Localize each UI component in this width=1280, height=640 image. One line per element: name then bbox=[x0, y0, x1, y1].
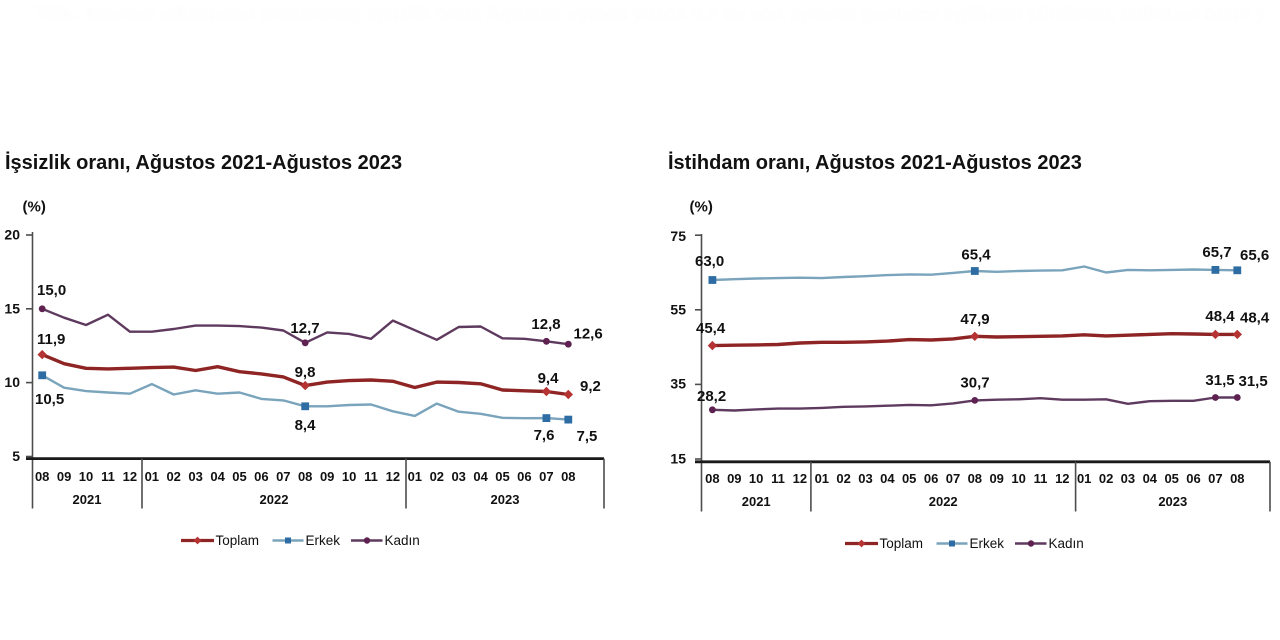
svg-text:11,9: 11,9 bbox=[37, 331, 65, 348]
svg-text:05: 05 bbox=[902, 471, 916, 486]
svg-text:02: 02 bbox=[166, 469, 180, 484]
svg-text:10: 10 bbox=[342, 469, 356, 484]
svg-text:31,5: 31,5 bbox=[1205, 372, 1234, 389]
svg-text:06: 06 bbox=[924, 471, 938, 486]
svg-text:2021: 2021 bbox=[73, 492, 102, 507]
svg-text:10: 10 bbox=[4, 374, 20, 390]
svg-text:30,7: 30,7 bbox=[960, 375, 989, 392]
svg-text:65,7: 65,7 bbox=[1202, 244, 1231, 261]
svg-text:12: 12 bbox=[1055, 471, 1069, 486]
svg-text:01: 01 bbox=[408, 469, 422, 484]
svg-text:10: 10 bbox=[79, 469, 93, 484]
svg-text:05: 05 bbox=[1164, 471, 1178, 486]
svg-text:9,4: 9,4 bbox=[538, 370, 560, 387]
svg-text:04: 04 bbox=[210, 469, 225, 484]
svg-text:08: 08 bbox=[1230, 471, 1244, 486]
svg-text:06: 06 bbox=[254, 469, 268, 484]
svg-text:09: 09 bbox=[989, 471, 1003, 486]
svg-text:9,8: 9,8 bbox=[295, 364, 316, 381]
svg-text:08: 08 bbox=[705, 471, 719, 486]
svg-text:2023: 2023 bbox=[1158, 494, 1187, 509]
svg-text:7,6: 7,6 bbox=[534, 427, 555, 444]
svg-text:04: 04 bbox=[1143, 471, 1158, 486]
svg-text:15,0: 15,0 bbox=[37, 282, 66, 299]
svg-text:03: 03 bbox=[188, 469, 202, 484]
svg-text:10,5: 10,5 bbox=[35, 391, 64, 408]
svg-text:5: 5 bbox=[12, 448, 20, 464]
svg-text:15: 15 bbox=[670, 451, 686, 467]
svg-text:2023: 2023 bbox=[491, 492, 520, 507]
svg-text:07: 07 bbox=[946, 471, 960, 486]
svg-text:2021: 2021 bbox=[742, 494, 771, 509]
svg-text:07: 07 bbox=[1208, 471, 1222, 486]
svg-text:08: 08 bbox=[968, 471, 982, 486]
svg-text:7,5: 7,5 bbox=[577, 428, 598, 445]
svg-text:İşsizlik oranı, Ağustos 2021-A: İşsizlik oranı, Ağustos 2021-Ağustos 202… bbox=[5, 151, 402, 174]
svg-text:08: 08 bbox=[561, 469, 575, 484]
svg-text:Toplam: Toplam bbox=[216, 533, 260, 548]
svg-text:Toplam: Toplam bbox=[880, 536, 924, 551]
svg-text:07: 07 bbox=[276, 469, 290, 484]
svg-text:9,2: 9,2 bbox=[580, 378, 601, 395]
svg-text:11: 11 bbox=[771, 471, 785, 486]
svg-text:10: 10 bbox=[749, 471, 763, 486]
svg-text:04: 04 bbox=[880, 471, 895, 486]
svg-text:02: 02 bbox=[1099, 471, 1113, 486]
svg-text:08: 08 bbox=[298, 469, 312, 484]
svg-text:12: 12 bbox=[386, 469, 400, 484]
svg-text:12: 12 bbox=[793, 471, 807, 486]
svg-text:45,4: 45,4 bbox=[696, 320, 726, 337]
svg-text:02: 02 bbox=[836, 471, 850, 486]
svg-text:01: 01 bbox=[815, 471, 829, 486]
svg-text:(%): (%) bbox=[23, 199, 46, 216]
svg-text:48,4: 48,4 bbox=[1205, 308, 1235, 325]
svg-text:2022: 2022 bbox=[260, 492, 289, 507]
svg-text:06: 06 bbox=[1186, 471, 1200, 486]
svg-text:09: 09 bbox=[57, 469, 71, 484]
svg-text:11: 11 bbox=[364, 469, 378, 484]
svg-text:12,8: 12,8 bbox=[531, 316, 560, 333]
svg-text:31,5: 31,5 bbox=[1239, 373, 1268, 390]
svg-text:Erkek: Erkek bbox=[970, 536, 1005, 551]
svg-text:Erkek: Erkek bbox=[306, 533, 341, 548]
svg-text:01: 01 bbox=[145, 469, 159, 484]
svg-text:8,4: 8,4 bbox=[295, 417, 317, 434]
svg-text:75: 75 bbox=[670, 228, 686, 244]
svg-text:İstihdam oranı, Ağustos 2021-A: İstihdam oranı, Ağustos 2021-Ağustos 202… bbox=[668, 151, 1082, 174]
svg-text:Kadın: Kadın bbox=[1049, 536, 1084, 551]
svg-text:35: 35 bbox=[670, 375, 686, 391]
svg-text:03: 03 bbox=[451, 469, 465, 484]
svg-text:08: 08 bbox=[35, 469, 49, 484]
svg-text:02: 02 bbox=[430, 469, 444, 484]
svg-text:63,0: 63,0 bbox=[695, 253, 724, 270]
svg-text:(%): (%) bbox=[690, 199, 713, 216]
svg-text:12,6: 12,6 bbox=[574, 326, 603, 343]
svg-text:65,6: 65,6 bbox=[1240, 247, 1269, 264]
svg-text:48,4: 48,4 bbox=[1240, 310, 1270, 327]
svg-text:05: 05 bbox=[232, 469, 246, 484]
svg-text:01: 01 bbox=[1077, 471, 1091, 486]
svg-text:09: 09 bbox=[727, 471, 741, 486]
svg-text:15: 15 bbox=[4, 301, 20, 317]
svg-text:06: 06 bbox=[517, 469, 531, 484]
svg-text:05: 05 bbox=[495, 469, 509, 484]
svg-text:10: 10 bbox=[1011, 471, 1025, 486]
svg-text:11: 11 bbox=[1034, 471, 1048, 486]
svg-text:2022: 2022 bbox=[929, 494, 958, 509]
svg-text:12: 12 bbox=[123, 469, 137, 484]
svg-text:28,2: 28,2 bbox=[697, 388, 726, 405]
svg-text:20: 20 bbox=[4, 227, 20, 243]
svg-text:11: 11 bbox=[101, 469, 115, 484]
svg-text:07: 07 bbox=[539, 469, 553, 484]
svg-text:12,7: 12,7 bbox=[290, 320, 319, 337]
svg-text:09: 09 bbox=[320, 469, 334, 484]
svg-text:04: 04 bbox=[473, 469, 488, 484]
svg-text:Kadın: Kadın bbox=[385, 533, 420, 548]
svg-text:47,9: 47,9 bbox=[960, 311, 989, 328]
svg-text:65,4: 65,4 bbox=[961, 247, 991, 264]
svg-text:03: 03 bbox=[1121, 471, 1135, 486]
svg-text:55: 55 bbox=[670, 302, 686, 318]
svg-text:03: 03 bbox=[858, 471, 872, 486]
